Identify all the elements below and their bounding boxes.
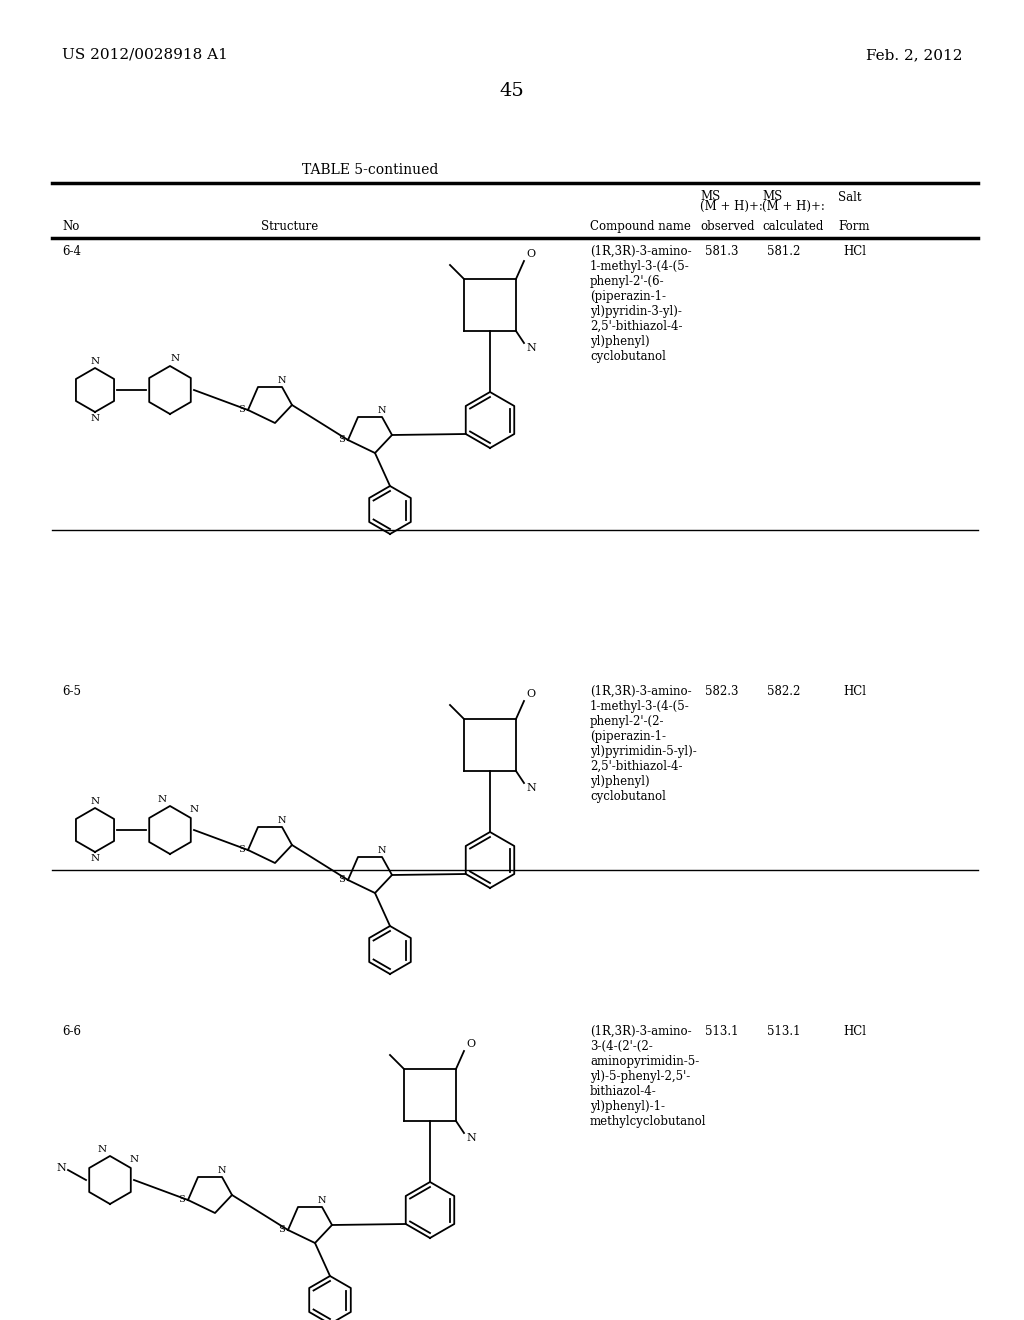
Text: (1R,3R)-3-amino-
1-methyl-3-(4-(5-
phenyl-2'-(6-
(piperazin-1-
yl)pyridin-3-yl)-: (1R,3R)-3-amino- 1-methyl-3-(4-(5- pheny… — [590, 246, 691, 363]
Text: HCl: HCl — [843, 685, 866, 698]
Text: 582.2: 582.2 — [767, 685, 801, 698]
Text: (1R,3R)-3-amino-
3-(4-(2'-(2-
aminopyrimidin-5-
yl)-5-phenyl-2,5'-
bithiazol-4-
: (1R,3R)-3-amino- 3-(4-(2'-(2- aminopyrim… — [590, 1026, 707, 1129]
Text: N: N — [90, 414, 99, 422]
Text: N: N — [378, 407, 386, 414]
Text: N: N — [97, 1144, 106, 1154]
Text: N: N — [317, 1196, 327, 1205]
Text: Feb. 2, 2012: Feb. 2, 2012 — [865, 48, 962, 62]
Text: N: N — [90, 854, 99, 863]
Text: N: N — [158, 795, 167, 804]
Text: N: N — [278, 376, 287, 385]
Text: S: S — [178, 1196, 185, 1204]
Text: S: S — [239, 846, 245, 854]
Text: TABLE 5-continued: TABLE 5-continued — [302, 162, 438, 177]
Text: Form: Form — [838, 220, 869, 234]
Text: MS: MS — [762, 190, 782, 203]
Text: N: N — [170, 354, 179, 363]
Text: S: S — [338, 875, 345, 884]
Text: S: S — [338, 436, 345, 445]
Text: 45: 45 — [500, 82, 524, 100]
Text: calculated: calculated — [762, 220, 823, 234]
Text: Structure: Structure — [261, 220, 318, 234]
Text: 581.3: 581.3 — [705, 246, 738, 257]
Text: 513.1: 513.1 — [705, 1026, 738, 1038]
Text: HCl: HCl — [843, 1026, 866, 1038]
Text: N: N — [218, 1166, 226, 1175]
Text: N: N — [56, 1163, 66, 1173]
Text: MS: MS — [700, 190, 720, 203]
Text: 6-5: 6-5 — [62, 685, 81, 698]
Text: N: N — [130, 1155, 139, 1164]
Text: (M + H)+:: (M + H)+: — [762, 201, 825, 213]
Text: S: S — [279, 1225, 285, 1234]
Text: N: N — [190, 805, 199, 813]
Text: (M + H)+:: (M + H)+: — [700, 201, 763, 213]
Text: N: N — [526, 783, 536, 793]
Text: S: S — [239, 405, 245, 414]
Text: Compound name: Compound name — [590, 220, 691, 234]
Text: Salt: Salt — [838, 191, 861, 205]
Text: No: No — [62, 220, 80, 234]
Text: 6-6: 6-6 — [62, 1026, 81, 1038]
Text: 513.1: 513.1 — [767, 1026, 801, 1038]
Text: US 2012/0028918 A1: US 2012/0028918 A1 — [62, 48, 228, 62]
Text: (1R,3R)-3-amino-
1-methyl-3-(4-(5-
phenyl-2'-(2-
(piperazin-1-
yl)pyrimidin-5-yl: (1R,3R)-3-amino- 1-methyl-3-(4-(5- pheny… — [590, 685, 696, 803]
Text: N: N — [378, 846, 386, 855]
Text: N: N — [90, 356, 99, 366]
Text: O: O — [466, 1039, 475, 1049]
Text: N: N — [90, 797, 99, 807]
Text: observed: observed — [700, 220, 755, 234]
Text: N: N — [278, 816, 287, 825]
Text: 582.3: 582.3 — [705, 685, 738, 698]
Text: 6-4: 6-4 — [62, 246, 81, 257]
Text: N: N — [526, 343, 536, 352]
Text: N: N — [466, 1133, 476, 1143]
Text: O: O — [526, 249, 536, 259]
Text: 581.2: 581.2 — [767, 246, 801, 257]
Text: HCl: HCl — [843, 246, 866, 257]
Text: O: O — [526, 689, 536, 700]
